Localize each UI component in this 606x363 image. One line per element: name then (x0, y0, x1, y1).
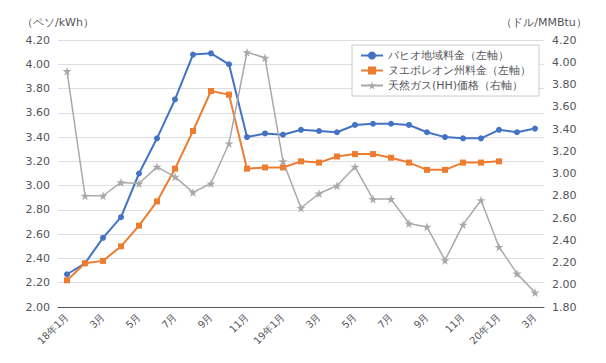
svg-text:3.40: 3.40 (552, 123, 577, 136)
svg-text:バヒオ地域料金（左軸）: バヒオ地域料金（左軸） (387, 49, 509, 62)
svg-text:1.80: 1.80 (552, 301, 577, 314)
svg-text:2.20: 2.20 (26, 276, 51, 289)
svg-text:3.80: 3.80 (552, 78, 577, 91)
svg-text:4.00: 4.00 (26, 58, 51, 71)
svg-text:2.60: 2.60 (552, 212, 577, 225)
svg-text:5月: 5月 (124, 311, 143, 330)
svg-text:7月: 7月 (376, 311, 395, 330)
svg-text:（ペソ/kWh）: （ペソ/kWh） (22, 16, 94, 29)
svg-text:3月: 3月 (520, 311, 539, 330)
svg-text:2.80: 2.80 (26, 203, 51, 216)
svg-text:2.80: 2.80 (552, 189, 577, 202)
svg-text:4.20: 4.20 (552, 34, 577, 47)
svg-text:3.00: 3.00 (26, 179, 51, 192)
svg-text:11月: 11月 (227, 311, 251, 335)
svg-text:3月: 3月 (304, 311, 323, 330)
svg-text:4.00: 4.00 (552, 56, 577, 69)
svg-text:3.60: 3.60 (26, 106, 51, 119)
svg-text:9月: 9月 (412, 311, 431, 330)
svg-text:3.00: 3.00 (552, 167, 577, 180)
svg-text:4.20: 4.20 (26, 34, 51, 47)
svg-text:（ドル/MMBtu）: （ドル/MMBtu） (501, 16, 587, 29)
svg-text:20年1月: 20年1月 (467, 311, 502, 346)
svg-text:3.40: 3.40 (26, 131, 51, 144)
svg-text:天然ガス(HH)価格（右軸）: 天然ガス(HH)価格（右軸） (388, 79, 523, 92)
svg-text:11月: 11月 (443, 311, 467, 335)
svg-text:ヌエボレオン州料金（左軸）: ヌエボレオン州料金（左軸） (388, 64, 531, 77)
svg-text:2.60: 2.60 (26, 228, 51, 241)
svg-text:2.00: 2.00 (26, 301, 51, 314)
svg-text:3.20: 3.20 (26, 155, 51, 168)
svg-text:7月: 7月 (160, 311, 179, 330)
svg-text:3.20: 3.20 (552, 145, 577, 158)
svg-text:3月: 3月 (88, 311, 107, 330)
svg-text:9月: 9月 (196, 311, 215, 330)
svg-text:2.40: 2.40 (552, 234, 577, 247)
svg-text:3.80: 3.80 (26, 82, 51, 95)
svg-text:5月: 5月 (340, 311, 359, 330)
svg-text:3.60: 3.60 (552, 100, 577, 113)
svg-text:2.40: 2.40 (26, 252, 51, 265)
svg-text:2.20: 2.20 (552, 256, 577, 269)
svg-text:18年1月: 18年1月 (35, 311, 70, 346)
svg-text:19年1月: 19年1月 (251, 311, 286, 346)
svg-text:2.00: 2.00 (552, 278, 577, 291)
